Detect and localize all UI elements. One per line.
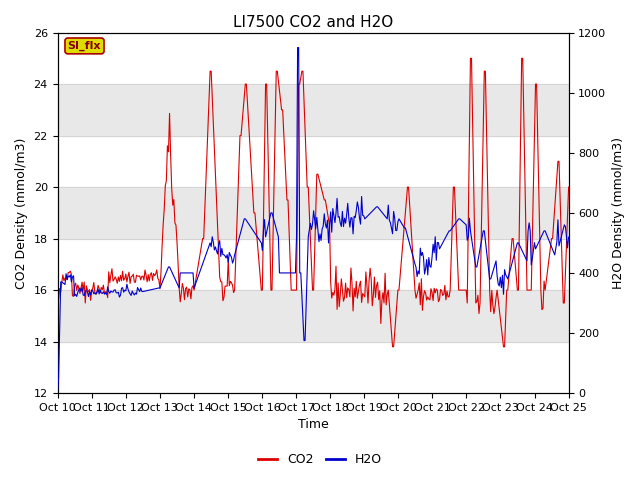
X-axis label: Time: Time [298,419,328,432]
Legend: CO2, H2O: CO2, H2O [253,448,387,471]
Y-axis label: H2O Density (mmol/m3): H2O Density (mmol/m3) [612,137,625,289]
Bar [58,290,568,342]
Bar [58,84,568,135]
Y-axis label: CO2 Density (mmol/m3): CO2 Density (mmol/m3) [15,137,28,288]
Text: SI_flx: SI_flx [68,41,101,51]
Bar [58,187,568,239]
Title: LI7500 CO2 and H2O: LI7500 CO2 and H2O [233,15,393,30]
